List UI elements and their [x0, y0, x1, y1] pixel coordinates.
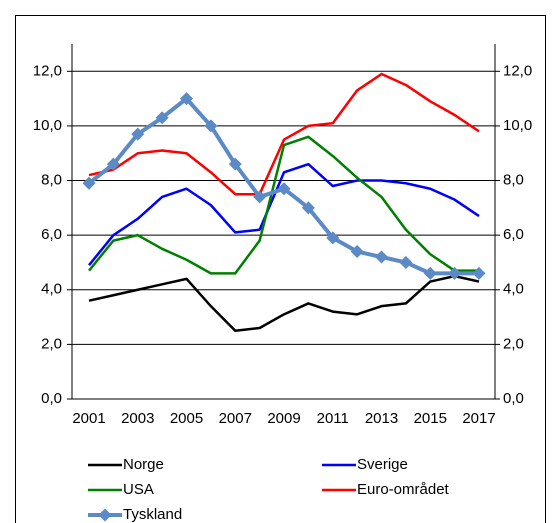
marker	[301, 201, 315, 215]
marker	[155, 111, 169, 125]
series-line	[88, 135, 479, 275]
marker	[399, 255, 413, 269]
y2-tick-label: 2,0	[503, 335, 524, 352]
y2-tick-label: 12,0	[503, 62, 532, 79]
legend-label: Tyskland	[123, 506, 182, 523]
marker	[204, 119, 218, 133]
y-tick-label: 4,0	[41, 281, 62, 298]
marker	[106, 157, 120, 171]
marker	[228, 157, 242, 171]
marker	[180, 92, 193, 106]
y-tick-label: 10,0	[33, 117, 62, 134]
x-tick-label: 2011	[317, 410, 349, 427]
y2-tick-label: 6,0	[503, 226, 524, 243]
x-tick-label: 2005	[170, 410, 203, 427]
chart-border	[15, 15, 546, 523]
series-line	[88, 72, 480, 196]
legend-label: USA	[123, 481, 154, 498]
legend-label: Euro-området	[357, 481, 450, 498]
y-tick-label: 8,0	[41, 172, 62, 189]
marker	[448, 266, 462, 280]
marker	[375, 250, 388, 264]
legend-label: Sverige	[357, 456, 408, 473]
marker	[350, 245, 364, 259]
x-tick-label: 2009	[267, 410, 300, 427]
y2-tick-label: 0,0	[503, 390, 524, 407]
x-tick-label: 2007	[219, 410, 252, 427]
marker	[423, 266, 437, 280]
y2-tick-label: 8,0	[503, 172, 524, 189]
x-tick-label: 2013	[365, 410, 398, 427]
x-tick-label: 2001	[72, 410, 105, 427]
marker	[82, 176, 96, 190]
series-line	[88, 162, 480, 266]
marker	[326, 231, 340, 245]
marker	[277, 182, 291, 196]
x-tick-label: 2015	[414, 410, 447, 427]
series-line	[88, 274, 480, 332]
legend-marker	[98, 508, 112, 522]
y2-tick-label: 10,0	[503, 117, 532, 134]
x-tick-label: 2003	[121, 410, 154, 427]
legend-label: Norge	[123, 456, 164, 473]
y2-tick-label: 4,0	[503, 281, 524, 298]
x-tick-label: 2017	[462, 410, 495, 427]
y-tick-label: 6,0	[41, 226, 62, 243]
marker	[472, 266, 486, 280]
marker	[253, 190, 267, 204]
y-tick-label: 2,0	[41, 335, 62, 352]
marker	[131, 127, 145, 141]
y-tick-label: 0,0	[41, 390, 62, 407]
y-tick-label: 12,0	[33, 62, 62, 79]
